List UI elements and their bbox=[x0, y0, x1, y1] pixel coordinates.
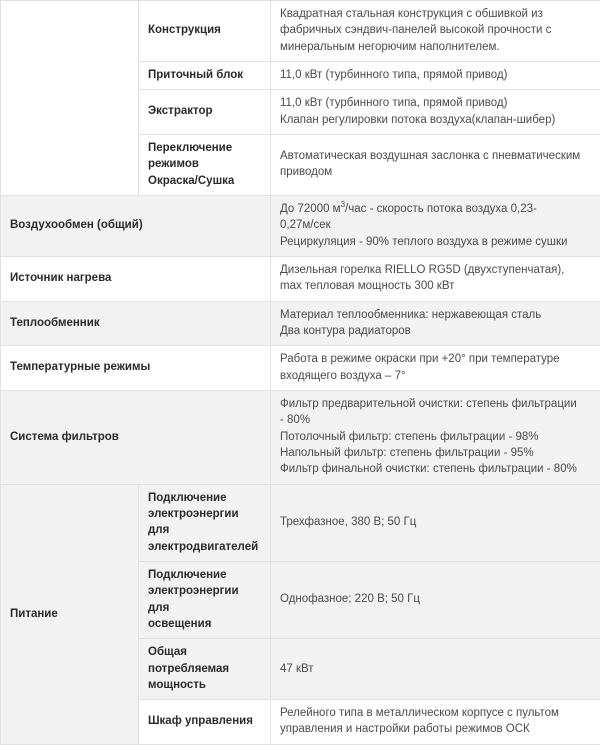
param-value-pereklyuchenie-rezhimov: Автоматическая воздушная заслонка с пнев… bbox=[271, 134, 600, 195]
param-label-ekstraktor: Экстрактор bbox=[139, 90, 271, 135]
value-line: max тепловая мощность 300 кВт bbox=[280, 278, 591, 294]
value-line: минеральным негорючим наполнителем. bbox=[280, 39, 591, 55]
group-label-pitanie: Питание bbox=[1, 484, 139, 744]
value-line: Однофазное; 220 В; 50 Гц bbox=[280, 591, 591, 607]
value-line: Фильтр предварительной очистки: степень … bbox=[280, 396, 591, 412]
param-label-konstrukciya: Конструкция bbox=[139, 1, 271, 62]
param-value-vozduhoobmen: До 72000 м3/час - скорость потока воздух… bbox=[271, 195, 600, 256]
value-line: 11,0 кВт (турбинного типа, прямой привод… bbox=[280, 67, 591, 83]
param-label-podklyuchenie-elektrodvigateli: Подключение электроэнергии для электродв… bbox=[139, 484, 271, 561]
param-label-shkaf-upravleniya: Шкаф управления bbox=[139, 700, 271, 745]
value-line: 47 кВт bbox=[280, 661, 591, 677]
param-label-vozduhoobmen: Воздухообмен (общий) bbox=[1, 195, 271, 256]
value-line: Напольный фильтр: степень фильтрации - 9… bbox=[280, 445, 591, 461]
value-line: Рециркуляция - 90% теплого воздуха в реж… bbox=[280, 234, 591, 250]
param-value-sistema-filtrov: Фильтр предварительной очистки: степень … bbox=[271, 390, 600, 484]
table-row-pitanie-elektrodvigateli: Питание Подключение электроэнергии для э… bbox=[1, 484, 600, 561]
param-value-shkaf-upravleniya: Релейного типа в металлическом корпусе с… bbox=[271, 700, 600, 745]
param-label-podklyuchenie-osveshchenie: Подключение электроэнергии для освещения bbox=[139, 561, 271, 638]
value-line: Работа в режиме окраски при +20° при тем… bbox=[280, 351, 591, 367]
param-label-istochnik-nagreva: Источник нагрева bbox=[1, 256, 271, 301]
param-label-pritochnyj-blok: Приточный блок bbox=[139, 61, 271, 89]
value-line: Потолочный фильтр: степень фильтрации - … bbox=[280, 429, 591, 445]
param-label-obshchaya-moshchnost: Общая потребляемая мощность bbox=[139, 639, 271, 700]
value-line: Релейного типа в металлическом корпусе с… bbox=[280, 705, 591, 721]
value-line: Автоматическая воздушная заслонка с пнев… bbox=[280, 148, 591, 164]
value-line: Два контура радиаторов bbox=[280, 323, 591, 339]
param-value-ekstraktor: 11,0 кВт (турбинного типа, прямой привод… bbox=[271, 90, 600, 135]
value-line: управления и настройки работы режимов ОС… bbox=[280, 721, 591, 737]
table-row-sistema-filtrov: Система фильтров Фильтр предварительной … bbox=[1, 390, 600, 484]
value-line: Материал теплообменника: нержавеющая ста… bbox=[280, 307, 591, 323]
param-value-konstrukciya: Квадратная стальная конструкция с обшивк… bbox=[271, 1, 600, 62]
value-line: До 72000 м3/час - скорость потока воздух… bbox=[280, 201, 591, 217]
param-line: Окраска/Сушка bbox=[148, 173, 261, 189]
value-line: 11,0 кВт (турбинного типа, прямой привод… bbox=[280, 95, 591, 111]
value-line: 0,27м/сек bbox=[280, 217, 591, 233]
value-line: приводом bbox=[280, 164, 591, 180]
param-line: освещения bbox=[148, 616, 261, 632]
param-line: электродвигателей bbox=[148, 539, 261, 555]
value-line: - 80% bbox=[280, 412, 591, 428]
value-line: Клапан регулировки потока воздуха(клапан… bbox=[280, 112, 591, 128]
table-row-istochnik-nagreva: Источник нагрева Дизельная горелка RIELL… bbox=[1, 256, 600, 301]
param-value-temperaturnye-rezhimy: Работа в режиме окраски при +20° при тем… bbox=[271, 346, 600, 391]
param-value-teploobmennik: Материал теплообменника: нержавеющая ста… bbox=[271, 301, 600, 346]
param-line: Переключение bbox=[148, 140, 261, 156]
param-line: Подключение bbox=[148, 567, 261, 583]
empty-group-cell bbox=[1, 1, 139, 196]
param-value-obshchaya-moshchnost: 47 кВт bbox=[271, 639, 600, 700]
param-line: режимов bbox=[148, 156, 261, 172]
value-line: Квадратная стальная конструкция с обшивк… bbox=[280, 6, 591, 22]
param-line: Подключение bbox=[148, 490, 261, 506]
table-row-temperaturnye-rezhimy: Температурные режимы Работа в режиме окр… bbox=[1, 346, 600, 391]
param-line: мощность bbox=[148, 677, 261, 693]
param-value-istochnik-nagreva: Дизельная горелка RIELLO RG5D (двухступе… bbox=[271, 256, 600, 301]
table-row-teploobmennik: Теплообменник Материал теплообменника: н… bbox=[1, 301, 600, 346]
superscript-three: 3 bbox=[341, 200, 345, 209]
param-line: потребляемая bbox=[148, 661, 261, 677]
value-line: фабричных сэндвич-панелей высокой прочно… bbox=[280, 22, 591, 38]
param-line: электроэнергии для bbox=[148, 583, 261, 616]
param-line: электроэнергии для bbox=[148, 506, 261, 539]
value-line: Фильтр финальной очистки: степень фильтр… bbox=[280, 461, 591, 477]
value-line: Дизельная горелка RIELLO RG5D (двухступе… bbox=[280, 262, 591, 278]
param-label-temperaturnye-rezhimy: Температурные режимы bbox=[1, 346, 271, 391]
table-row-vozduhoobmen: Воздухообмен (общий) До 72000 м3/час - с… bbox=[1, 195, 600, 256]
param-value-podklyuchenie-elektrodvigateli: Трехфазное, 380 В; 50 Гц bbox=[271, 484, 600, 561]
param-value-pritochnyj-blok: 11,0 кВт (турбинного типа, прямой привод… bbox=[271, 61, 600, 89]
param-value-podklyuchenie-osveshchenie: Однофазное; 220 В; 50 Гц bbox=[271, 561, 600, 638]
param-label-teploobmennik: Теплообменник bbox=[1, 301, 271, 346]
table-row-konstrukciya: Конструкция Квадратная стальная конструк… bbox=[1, 1, 600, 62]
param-label-sistema-filtrov: Система фильтров bbox=[1, 390, 271, 484]
value-line: Трехфазное, 380 В; 50 Гц bbox=[280, 514, 591, 530]
value-line: входящего воздуха – 7° bbox=[280, 368, 591, 384]
param-line: Общая bbox=[148, 644, 261, 660]
param-label-pereklyuchenie-rezhimov: Переключение режимов Окраска/Сушка bbox=[139, 134, 271, 195]
